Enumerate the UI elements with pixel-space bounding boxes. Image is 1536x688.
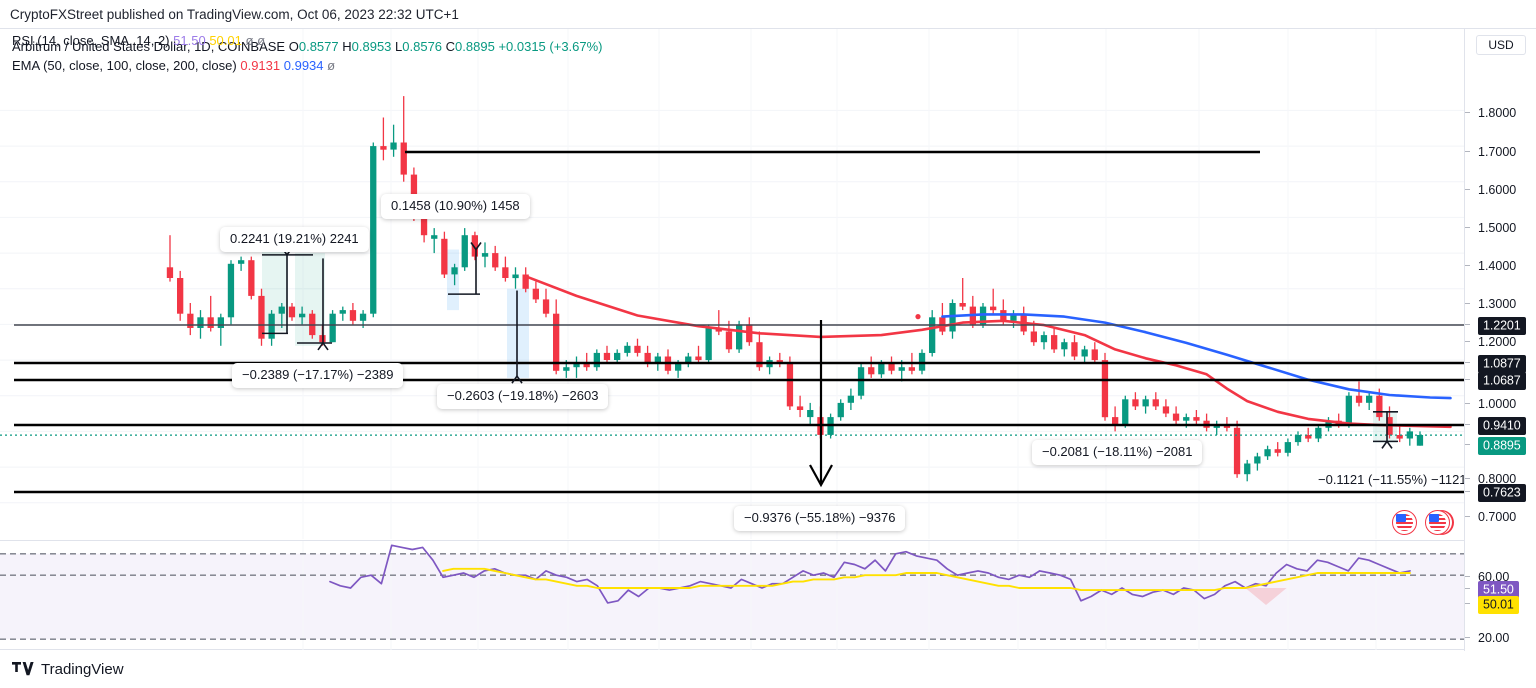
rsi-band-fill (0, 553, 1464, 640)
measure-down-4-annotation[interactable]: −0.1121 (−11.55%) −1121 (1318, 472, 1467, 487)
measure-down-2-annotation[interactable]: −0.2603 (−19.18%) −2603 (437, 384, 609, 409)
price-chart-svg (0, 29, 1464, 539)
price-axis-tick-label: 1.2201 (1465, 316, 1526, 335)
rsi-pane[interactable] (0, 540, 1464, 651)
price-axis-tick-label: 1.6000 (1478, 183, 1517, 197)
tick-dash (1465, 265, 1470, 266)
currency-badge[interactable]: USD (1476, 35, 1526, 55)
price-axis-tick: 0.7623 (1465, 483, 1536, 502)
price-axis-tick: 1.7000 (1465, 145, 1536, 159)
price-axis[interactable]: USD 1.8000 1.7000 1.6000 1.5000 1.4000 1.3000… (1464, 29, 1536, 651)
tick-dash (1465, 403, 1470, 404)
tick-dash (1465, 478, 1470, 479)
footer: TradingView (0, 650, 1536, 688)
tick-dash (1465, 444, 1470, 445)
price-axis-tick: 1.8000 (1465, 106, 1536, 120)
price-axis-tick-label: 1.5000 (1478, 221, 1517, 235)
tick-dash (1465, 588, 1470, 589)
price-axis-tick-label: 0.9410 (1465, 416, 1526, 435)
price-axis-tick: 51.50 (1465, 580, 1536, 599)
price-axis-badge: 0.7623 (1478, 483, 1526, 502)
tick-dash (1465, 112, 1470, 113)
price-axis-badge: 1.0687 (1478, 371, 1526, 390)
price-axis-badge: 0.8895 (1478, 436, 1526, 455)
price-axis-badge: 50.01 (1478, 595, 1519, 614)
rsi-sma-line (442, 567, 1411, 592)
grid-lines (0, 29, 1464, 539)
price-pane[interactable] (0, 29, 1464, 539)
chart-container[interactable]: Arbitrum / United States Dollar, 1D, COI… (0, 28, 1536, 679)
price-axis-tick: 1.0687 (1465, 371, 1536, 390)
tick-dash (1465, 341, 1470, 342)
price-axis-tick-label: 1.0687 (1465, 371, 1526, 390)
tick-dash (1465, 379, 1470, 380)
tick-dash (1465, 362, 1470, 363)
price-axis-tick: 1.5000 (1465, 221, 1536, 235)
price-axis-tick: 0.7000 (1465, 510, 1536, 524)
price-axis-tick-label: 51.50 (1465, 580, 1519, 599)
price-axis-tick: 1.2201 (1465, 316, 1536, 335)
tick-dash (1465, 491, 1470, 492)
price-axis-tick-label: 1.0877 (1465, 354, 1526, 373)
publish-text: CryptoFXStreet published on TradingView.… (10, 6, 459, 22)
candlestick-series (166, 96, 1424, 482)
price-axis-tick: 1.0000 (1465, 397, 1536, 411)
price-axis-tick-label: 1.0000 (1478, 397, 1517, 411)
measure-highlight-boxes (262, 245, 1397, 443)
price-axis-tick-label: 50.01 (1465, 595, 1519, 614)
price-axis-tick: 1.2000 (1465, 335, 1536, 349)
price-axis-tick: 0.8000 (1465, 472, 1536, 486)
rsi-grid (302, 541, 1377, 651)
tick-dash (1465, 227, 1470, 228)
tick-dash (1465, 516, 1470, 517)
tradingview-brand: TradingView (41, 660, 124, 678)
price-axis-tick-label: 20.00 (1478, 631, 1510, 645)
measure-down-big-arrow[interactable] (809, 320, 833, 488)
tick-dash (1465, 151, 1470, 152)
tradingview-logo-icon (12, 662, 34, 676)
price-axis-tick-label: 0.7000 (1478, 510, 1517, 524)
tick-dash (1465, 424, 1470, 425)
us-flag-event-icon[interactable] (1392, 510, 1417, 535)
price-axis-tick-label: 0.7623 (1465, 483, 1526, 502)
ema-marker-dot (915, 314, 921, 320)
price-axis-tick-label: 1.2000 (1478, 335, 1517, 349)
price-axis-tick: 1.6000 (1465, 183, 1536, 197)
tick-dash (1465, 637, 1470, 638)
price-axis-tick-label: 0.8000 (1478, 472, 1517, 486)
price-axis-tick: 20.00 (1465, 631, 1536, 645)
price-axis-tick: 1.4000 (1465, 259, 1536, 273)
price-axis-badge: 0.9410 (1478, 416, 1526, 435)
measure-up-1-annotation[interactable]: 0.2241 (19.21%) 2241 (220, 227, 369, 252)
price-axis-tick-label: 1.8000 (1478, 106, 1517, 120)
price-axis-tick-label: 1.3000 (1478, 297, 1517, 311)
price-axis-tick: 0.8895 (1465, 436, 1536, 455)
price-axis-tick: 1.0877 (1465, 354, 1536, 373)
us-flag-event-icon-group[interactable] (1425, 510, 1450, 535)
price-axis-tick: 0.9410 (1465, 416, 1536, 435)
tick-dash (1465, 603, 1470, 604)
price-axis-tick: 1.3000 (1465, 297, 1536, 311)
measure-down-big-annotation[interactable]: −0.9376 (−55.18%) −9376 (734, 506, 906, 531)
ema-50-line (524, 275, 1452, 429)
ema-100-line (941, 313, 1452, 400)
publish-header: CryptoFXStreet published on TradingView.… (0, 0, 1536, 28)
measure-up-2-annotation[interactable]: 0.1458 (10.90%) 1458 (381, 194, 530, 219)
tick-dash (1465, 576, 1470, 577)
tick-dash (1465, 324, 1470, 325)
price-axis-tick: 50.01 (1465, 595, 1536, 614)
measure-down-1-annotation[interactable]: −0.2389 (−17.17%) −2389 (232, 363, 404, 388)
price-axis-tick-label: 1.4000 (1478, 259, 1517, 273)
measure-down-3-annotation[interactable]: −0.2081 (−18.11%) −2081 (1032, 440, 1203, 465)
price-axis-badge: 1.2201 (1478, 316, 1526, 335)
rsi-chart-svg (0, 541, 1464, 651)
price-axis-badge: 1.0877 (1478, 354, 1526, 373)
price-axis-tick-label: 0.8895 (1465, 436, 1526, 455)
price-axis-tick-label: 1.7000 (1478, 145, 1517, 159)
economic-event-badges[interactable] (1392, 510, 1450, 535)
rsi-cross-fill (1245, 588, 1287, 605)
tick-dash (1465, 303, 1470, 304)
tick-dash (1465, 189, 1470, 190)
price-axis-badge: 51.50 (1478, 580, 1519, 599)
